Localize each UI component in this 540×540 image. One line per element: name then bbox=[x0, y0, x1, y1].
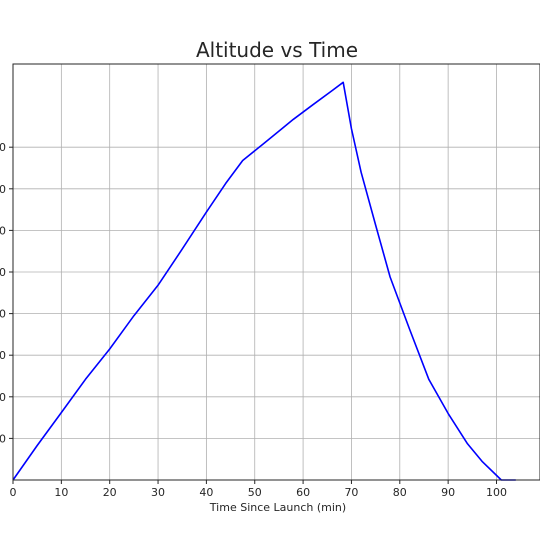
y-tick-label: 0 bbox=[0, 432, 6, 445]
altitude-series-line bbox=[12, 81, 516, 481]
x-tick-label: 50 bbox=[248, 486, 262, 499]
grid-lines bbox=[12, 64, 540, 480]
x-tick-label: 0 bbox=[10, 486, 17, 499]
x-tick-label: 40 bbox=[199, 486, 213, 499]
y-tick-label: 0 bbox=[0, 141, 6, 154]
x-tick-label: 10 bbox=[54, 486, 68, 499]
x-axis-label: Time Since Launch (min) bbox=[209, 501, 346, 514]
series-layer bbox=[12, 81, 516, 481]
y-tick-label: 0 bbox=[0, 349, 6, 362]
x-tick-label: 30 bbox=[151, 486, 165, 499]
y-tick-label: 0 bbox=[0, 224, 6, 237]
x-tick-label: 100 bbox=[486, 486, 507, 499]
x-tick-label: 70 bbox=[344, 486, 358, 499]
x-tick-label: 20 bbox=[103, 486, 117, 499]
x-tick-label: 80 bbox=[393, 486, 407, 499]
y-tick-label: 0 bbox=[0, 266, 6, 279]
y-tick-label: 0 bbox=[0, 183, 6, 196]
y-tick-label: 0 bbox=[0, 308, 6, 321]
x-tick-label: 60 bbox=[296, 486, 310, 499]
x-tick-label: 90 bbox=[441, 486, 455, 499]
y-tick-label: 0 bbox=[0, 391, 6, 404]
chart-title: Altitude vs Time bbox=[196, 38, 358, 62]
x-axis-ticks: 0 10 20 30 40 50 60 70 80 90 100 bbox=[10, 480, 507, 499]
y-axis-ticks: 0 0 0 0 0 0 0 0 bbox=[0, 141, 13, 445]
